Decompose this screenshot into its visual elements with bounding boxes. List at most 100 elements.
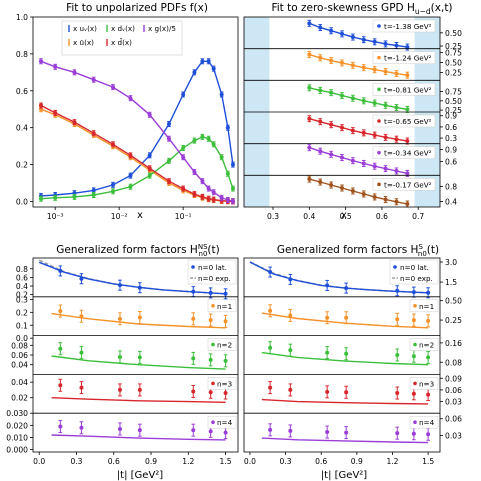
pdf-curve-blue <box>40 60 234 197</box>
s-point-n4 <box>344 430 349 435</box>
pdf-frame <box>32 16 239 208</box>
gpd-title: Fit to zero-skewness GPD Hu−d(x,t) <box>271 2 452 16</box>
ns-legend-lat-marker <box>191 265 195 269</box>
ns-point-n3 <box>79 385 84 390</box>
ns-label-marker <box>211 304 215 308</box>
gpd-point-orange <box>350 63 355 68</box>
pdf-point-purple <box>206 186 211 191</box>
gpd-point-brown <box>383 197 388 202</box>
gpd-point-blue <box>405 45 410 50</box>
ns-label-marker <box>211 420 215 425</box>
gpd-point-red <box>372 133 377 138</box>
ns-label-box <box>207 299 237 313</box>
gpd-ytick-label: 0.3 <box>445 134 457 143</box>
ns-ytick-label: 0.2 <box>16 291 28 300</box>
s-legend-exp: n=0 exp. <box>400 274 433 283</box>
s-ytick-label: 3.0 <box>445 258 457 267</box>
ns-label-box <box>207 377 237 390</box>
gpd-ytick-label: 0.50 <box>445 29 462 38</box>
s-ytick-label: 0.06 <box>445 415 462 424</box>
pdf-point-blue <box>211 66 216 71</box>
pdf-ytick-label: 0.4 <box>16 124 28 133</box>
pdf-xlabel: x <box>137 210 143 221</box>
gpd-point-brown <box>361 191 366 196</box>
s-point-n2 <box>344 351 349 356</box>
ns-point-n0 <box>191 289 196 294</box>
gpd-point-orange <box>405 73 410 78</box>
s-ytick-label: 0.50 <box>445 297 462 306</box>
ns-ytick-label: 0.0 <box>16 334 28 343</box>
pdf-point-blue <box>147 153 152 158</box>
pdf-ytick-label: 0.2 <box>16 161 28 170</box>
ns-point-n2 <box>223 358 228 363</box>
pdf-point-blue <box>219 92 224 97</box>
pdf-legend-label: x d̄(x) <box>111 38 132 47</box>
pdf-point-blue <box>181 92 186 97</box>
s-point-n2 <box>426 355 431 360</box>
gpd-title-sub: u−d <box>415 7 431 16</box>
s-point-n3 <box>288 387 293 392</box>
pdf-point-green <box>230 186 235 191</box>
s-title: Generalized form factors HS n0(t) <box>277 243 439 258</box>
s-point-n4 <box>268 427 273 432</box>
s-point-n0 <box>395 288 400 293</box>
gpd-ytick-label: 0.8 <box>445 183 457 192</box>
gpd-label-box <box>372 178 436 191</box>
gpd-point-orange <box>329 58 334 63</box>
s-point-n3 <box>411 391 416 396</box>
pdf-point-purple <box>147 112 152 117</box>
gpd-point-orange <box>361 65 366 70</box>
gpd-t-label: t=-0.81 GeV² <box>384 85 432 94</box>
gpd-point-green <box>340 93 344 98</box>
pdf-point-green <box>211 142 216 147</box>
gpd-point-blue <box>394 43 399 48</box>
ns-point-n2 <box>208 357 213 362</box>
s-point-n0 <box>411 290 416 295</box>
gpd-point-purple <box>318 149 323 154</box>
gpd-t-label: t=-0.34 GeV² <box>384 149 432 158</box>
s-point-n2 <box>325 350 330 355</box>
ns-point-n1 <box>117 316 122 321</box>
gpd-label-box <box>372 114 436 128</box>
ns-point-n1 <box>223 319 228 324</box>
gpd-xtick-label: 0.6 <box>376 212 388 221</box>
gpd-ytick-label: 0.25 <box>445 106 462 115</box>
ns-title-main: Generalized form factors H <box>56 244 198 256</box>
gpd-point-red <box>318 119 323 124</box>
ns-fit-curve-n0 <box>38 261 226 295</box>
pdf-point-green <box>206 136 211 141</box>
gpd-point-green <box>318 88 323 93</box>
gpd-point-orange <box>394 71 399 76</box>
ns-title: Generalized form factors HNS n0(t) <box>56 243 219 258</box>
ns-formfactor-chart: 0.80.60.40.2n=0 lat.n=0 exp.0.30.20.10.0… <box>6 257 239 466</box>
gpd-ytick-label: 0.75 <box>445 88 462 97</box>
s-point-n4 <box>411 431 416 436</box>
pdf-point-green <box>147 173 152 178</box>
gpd-label-marker <box>377 87 381 92</box>
ns-ytick-label: 0.6 <box>16 273 28 282</box>
pdf-point-red <box>72 120 77 125</box>
s-label-box <box>409 415 439 429</box>
ns-point-n3 <box>223 391 228 396</box>
pdf-point-purple <box>53 64 58 69</box>
s-ytick-label: 0.06 <box>445 386 462 395</box>
gpd-label-marker <box>377 119 381 123</box>
pdf-point-green <box>219 155 224 160</box>
ns-ytick-label: 0.04 <box>11 361 28 370</box>
ns-point-n2 <box>137 355 142 360</box>
s-ytick-label: 0.16 <box>445 339 462 348</box>
gpd-point-blue <box>340 31 344 36</box>
gpd-label-marker <box>377 182 381 187</box>
gpd-point-green <box>329 90 334 95</box>
gpd-point-brown <box>372 194 377 199</box>
s-frame <box>243 257 441 453</box>
ns-fit-curve-n1 <box>51 312 226 329</box>
pdf-ytick-label: 0.0 <box>16 197 28 206</box>
gpd-label-marker <box>377 55 381 60</box>
gpd-chart: 0.500.25t=-1.38 GeV²0.750.500.25t=-1.24 … <box>243 16 462 221</box>
pdf-xtick-label: 10⁻¹ <box>175 212 192 221</box>
pdf-xtick-label: 10⁻² <box>111 212 128 221</box>
s-fit-curve-n2 <box>261 351 429 366</box>
ns-point-n2 <box>58 346 63 351</box>
